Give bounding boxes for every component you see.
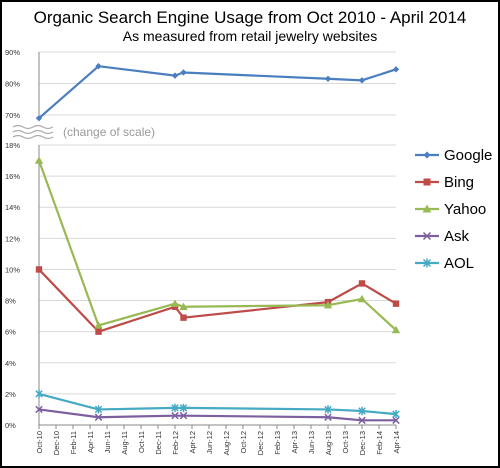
- yahoo-data-point: [391, 325, 401, 334]
- aol-legend-marker: [422, 258, 432, 268]
- bing-data-point: [358, 280, 366, 287]
- x-tick-label: Aug-12: [222, 431, 231, 455]
- x-tick-label: Dec-12: [256, 431, 265, 455]
- google-legend-marker: [423, 151, 431, 159]
- yahoo-series-line: [37, 160, 397, 331]
- aol-data-point: [358, 406, 366, 416]
- lower-y-tick-label: 16%: [5, 172, 20, 181]
- yahoo-legend-marker: [422, 204, 432, 213]
- scale-break-icon: [12, 124, 54, 140]
- lower-y-tick-label: 2%: [5, 390, 16, 399]
- ask-data-point: [358, 416, 366, 425]
- yahoo-legend-label: Yahoo: [444, 201, 486, 218]
- yahoo-data-point: [170, 299, 180, 307]
- x-tick-label: Oct-12: [239, 431, 248, 454]
- aol-legend-label: AOL: [444, 255, 474, 272]
- google-data-point: [95, 62, 102, 70]
- lower-y-tick-label: 8%: [5, 297, 16, 306]
- upper-y-tick-label: 70%: [5, 111, 20, 120]
- lower-y-tick-label: 0%: [5, 421, 16, 430]
- x-tick-label: Oct-11: [137, 431, 146, 453]
- aol-series-line: [38, 392, 397, 416]
- google-data-point: [392, 66, 400, 73]
- bing-legend-marker: [423, 178, 431, 186]
- aol-data-point: [324, 405, 332, 414]
- chart-subtitle: As measured from retail jewelry websites: [123, 28, 377, 44]
- google-data-point: [358, 77, 366, 84]
- x-tick-label: Feb-11: [69, 431, 78, 454]
- x-axis: Oct-10 Dec-10 Feb-11 Apr-11 Jun-11 Aug-11 Oct-…: [35, 424, 401, 455]
- yahoo-data-point: [323, 301, 333, 309]
- bing-legend-label: Bing: [444, 174, 474, 191]
- x-tick-label: Oct-10: [35, 431, 44, 454]
- x-tick-label: Dec-13: [358, 431, 367, 455]
- x-tick-label: Jun-13: [307, 431, 316, 454]
- lower-y-tick-label: 12%: [5, 234, 20, 243]
- bing-data-point: [180, 314, 187, 321]
- x-tick-label: Dec-11: [154, 431, 163, 455]
- ask-data-point: [179, 411, 188, 420]
- ask-data-point: [171, 411, 179, 420]
- lower-panel: 0% 2% 4% 6% 8% 10% 12% 14% 16% 18%: [5, 141, 396, 430]
- google-series-line: [38, 65, 397, 119]
- google-data-point: [324, 75, 332, 82]
- yahoo-data-point: [357, 294, 367, 303]
- ask-data-point: [94, 413, 103, 421]
- lower-y-tick-label: 18%: [5, 141, 20, 150]
- yahoo-data-point: [179, 302, 188, 310]
- lower-y-tick-label: 10%: [5, 265, 20, 274]
- x-tick-label: Feb-13: [273, 431, 282, 455]
- x-tick-label: Apr-14: [392, 431, 401, 454]
- chart-title: Organic Search Engine Usage from Oct 201…: [34, 8, 467, 27]
- ask-legend-marker: [422, 231, 432, 241]
- google-data-point: [171, 72, 179, 79]
- x-tick-label: Apr-13: [290, 431, 299, 454]
- ask-data-point: [35, 405, 43, 414]
- upper-panel: 70% 80% 90%: [5, 48, 396, 120]
- aol-data-point: [35, 389, 43, 399]
- x-tick-label: Apr-11: [86, 431, 95, 453]
- ask-data-point: [392, 416, 400, 425]
- ask-data-point: [324, 413, 332, 421]
- bing-data-point: [95, 328, 102, 335]
- bing-data-point: [35, 266, 43, 273]
- ask-legend-label: Ask: [444, 228, 470, 245]
- scale-break-note: (change of scale): [63, 125, 155, 139]
- yahoo-data-point: [34, 156, 44, 164]
- x-tick-label: Jun-11: [103, 431, 112, 453]
- lower-y-tick-label: 6%: [5, 328, 16, 337]
- upper-y-tick-label: 80%: [5, 80, 20, 89]
- x-tick-label: Feb-12: [171, 431, 180, 455]
- x-tick-label: Jun-12: [205, 431, 214, 454]
- x-tick-label: Dec-10: [52, 431, 61, 455]
- x-tick-label: Aug-11: [120, 431, 129, 455]
- x-tick-label: Aug-13: [324, 431, 333, 455]
- aol-data-point: [94, 405, 103, 414]
- yahoo-data-point: [94, 321, 103, 329]
- google-legend-label: Google: [444, 147, 492, 164]
- google-data-point: [35, 114, 43, 122]
- aol-data-point: [392, 409, 400, 419]
- x-tick-label: Oct-13: [341, 431, 350, 454]
- aol-data-point: [179, 403, 188, 413]
- upper-y-tick-label: 90%: [5, 48, 20, 57]
- x-tick-label: Feb-14: [375, 431, 384, 455]
- x-tick-label: Apr-12: [188, 431, 197, 454]
- lower-y-tick-label: 14%: [5, 203, 20, 212]
- series-layer: [34, 62, 401, 425]
- google-data-point: [180, 69, 187, 76]
- bing-data-point: [392, 300, 400, 307]
- aol-data-point: [171, 403, 179, 413]
- lower-y-tick-label: 4%: [5, 359, 16, 368]
- legend: Google Bing Yahoo Ask AOL: [415, 147, 492, 272]
